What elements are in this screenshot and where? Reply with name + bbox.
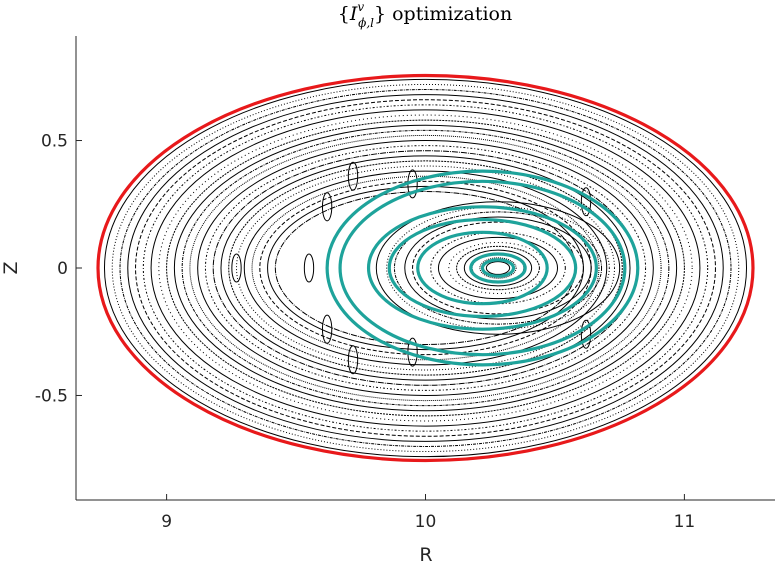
surface-line [119,89,732,447]
surface-line [236,165,615,371]
x-tick-label: 11 [674,512,696,532]
optimized-surface-line [469,252,527,284]
title-open-brace: { [338,3,350,25]
surface-line [135,99,716,437]
title-rest: optimization [392,3,512,25]
island-mark [303,253,315,283]
surface-line [127,94,724,442]
surface-line [142,104,709,432]
optimized-surface-line [480,258,516,278]
surface-line [158,114,693,422]
surface-line [103,78,748,458]
surface-line [220,155,631,381]
surface-line [375,201,621,335]
surface-line [181,129,670,407]
chart-title: {Iv ϕ,l} optimization [338,0,512,30]
surface-line [251,175,600,361]
title-symbol: I [349,3,358,25]
y-tick-label: 0 [57,259,68,279]
surface-line [393,211,603,325]
y-axis-label: Z [0,261,22,274]
surface-line [111,83,740,453]
island-mark [321,192,333,222]
surface-line [463,249,533,287]
island-mark [580,319,592,349]
optimized-surface-line [325,169,640,367]
optimized-surface-line [387,217,578,319]
surface-line [189,134,662,402]
island-mark [347,345,359,375]
island-mark [231,253,242,283]
surface-line [197,140,654,396]
title-superscript: v [357,0,364,14]
plot-area [96,73,755,463]
island-mark [580,187,592,217]
x-tick-label: 10 [415,512,437,532]
x-tick-label: 9 [161,512,172,532]
x-axis-label: R [419,544,432,564]
y-tick-label: -0.5 [35,386,68,406]
optimized-surface-line [366,205,598,331]
optimized-surface-line [416,230,549,306]
surface-line [204,145,647,391]
surface-line [456,245,540,291]
title-close-brace: } [374,3,386,25]
title-subscript: ϕ,l [358,16,374,30]
surface-line [485,261,511,275]
surface-line [479,257,517,279]
surface-line [243,170,608,366]
surface-line [173,124,678,412]
axis-ticks: 9 10 11 0.5 0 -0.5 [35,132,695,532]
surface-line [404,216,592,320]
island-mark [321,314,333,344]
surface-line [430,231,566,305]
surface-line [259,180,592,356]
surface-line [412,221,584,315]
optimized-surface-line [338,179,627,357]
island-mark [347,161,359,191]
surface-line [437,236,559,300]
boundary-line [96,73,755,463]
y-tick-label: 0.5 [41,132,68,152]
surface-line [228,160,623,376]
surface-line [150,109,701,427]
surface-line [166,119,685,417]
